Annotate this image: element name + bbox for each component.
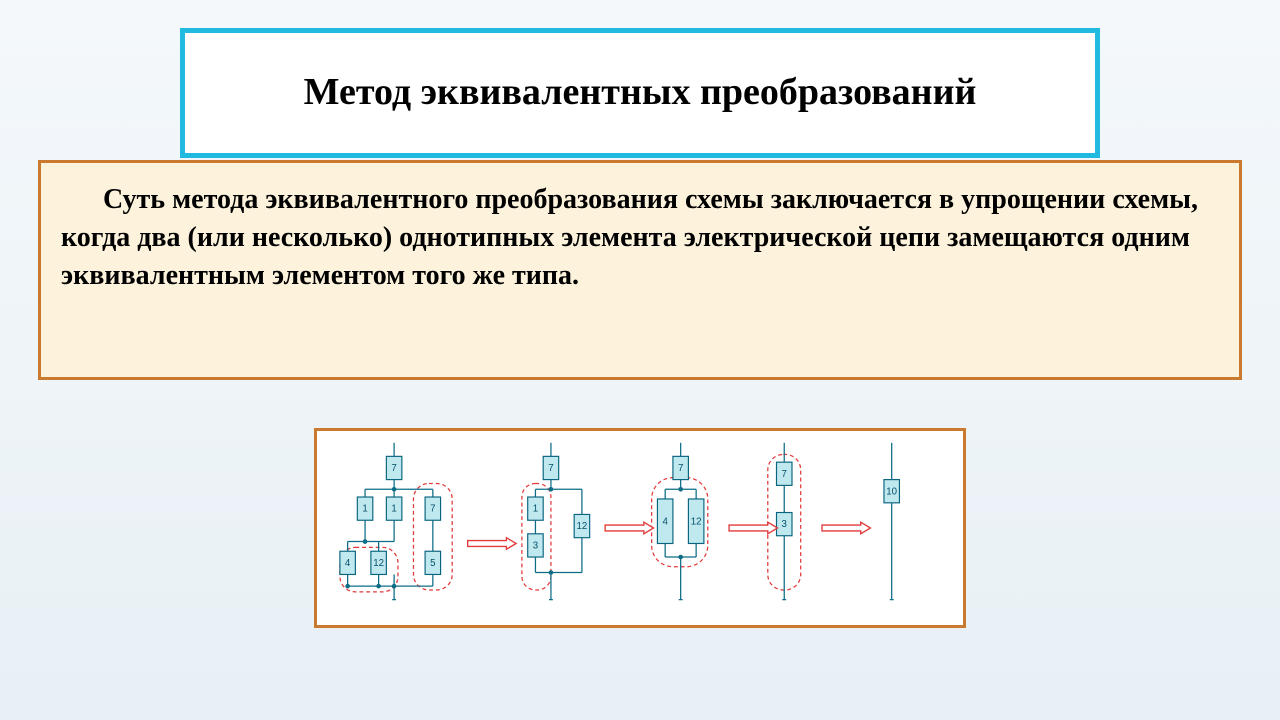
svg-text:10: 10 (886, 486, 897, 497)
description-panel: Суть метода эквивалентного преобразовани… (38, 160, 1242, 380)
svg-text:1: 1 (362, 504, 367, 515)
svg-text:5: 5 (430, 558, 435, 569)
description-text: Суть метода эквивалентного преобразовани… (61, 181, 1219, 294)
svg-text:7: 7 (678, 463, 683, 474)
svg-text:7: 7 (430, 504, 435, 515)
svg-text:12: 12 (577, 521, 588, 532)
circuit-diagram: 7 1 1 7 4 12 5 7 1 3 12 7 4 12 7 3 10 (323, 437, 957, 619)
svg-text:3: 3 (782, 519, 787, 530)
svg-text:12: 12 (691, 516, 702, 527)
svg-text:12: 12 (373, 558, 384, 569)
svg-text:4: 4 (662, 516, 668, 527)
svg-text:3: 3 (533, 540, 538, 551)
svg-text:7: 7 (548, 463, 553, 474)
circuit-diagram-panel: 7 1 1 7 4 12 5 7 1 3 12 7 4 12 7 3 10 (314, 428, 966, 628)
svg-text:4: 4 (345, 558, 351, 569)
svg-text:1: 1 (533, 504, 538, 515)
page-title: Метод эквивалентных преобразований (304, 69, 977, 117)
title-panel: Метод эквивалентных преобразований (180, 28, 1100, 158)
svg-text:7: 7 (391, 463, 396, 474)
svg-text:1: 1 (391, 504, 396, 515)
svg-text:7: 7 (782, 469, 787, 480)
